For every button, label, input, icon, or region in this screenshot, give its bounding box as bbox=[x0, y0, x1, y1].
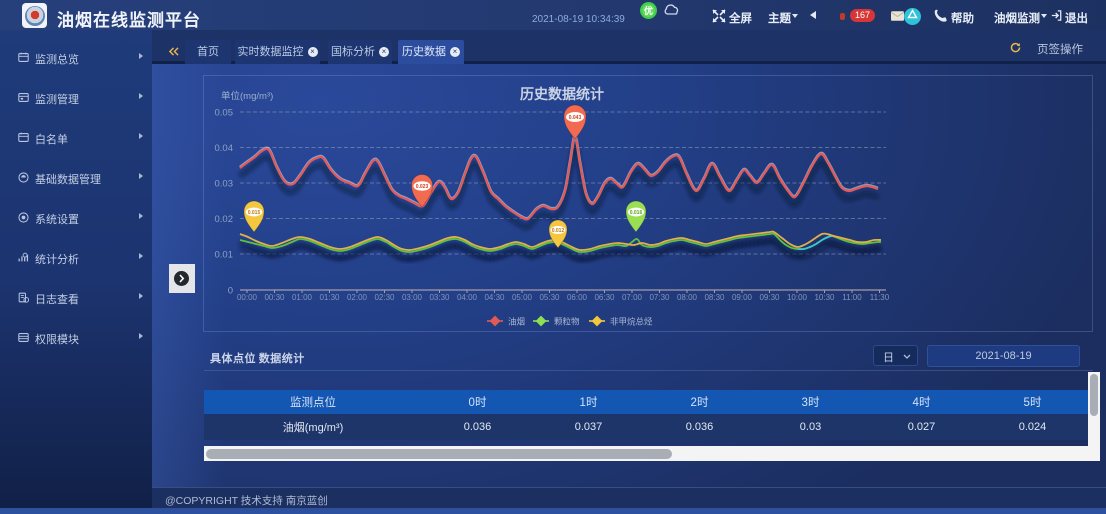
svg-text:00:30: 00:30 bbox=[264, 293, 285, 302]
svg-text:06:30: 06:30 bbox=[594, 293, 615, 302]
svg-text:历史数据统计: 历史数据统计 bbox=[520, 86, 604, 102]
svg-text:11:00: 11:00 bbox=[842, 293, 862, 302]
svg-text:06:00: 06:00 bbox=[567, 293, 588, 302]
svg-text:10:30: 10:30 bbox=[814, 293, 835, 302]
svg-text:10:00: 10:00 bbox=[787, 293, 808, 302]
svg-text:0.01: 0.01 bbox=[215, 250, 234, 261]
svg-text:02:00: 02:00 bbox=[347, 293, 368, 302]
svg-text:03:00: 03:00 bbox=[402, 293, 423, 302]
svg-text:0.04: 0.04 bbox=[215, 143, 234, 154]
svg-text:01:00: 01:00 bbox=[292, 293, 313, 302]
svg-text:0.015: 0.015 bbox=[248, 210, 261, 216]
svg-text:0.05: 0.05 bbox=[215, 108, 234, 119]
svg-text:非甲烷总烃: 非甲烷总烃 bbox=[610, 317, 653, 327]
svg-text:08:00: 08:00 bbox=[677, 293, 698, 302]
svg-text:0.016: 0.016 bbox=[630, 210, 643, 216]
svg-text:03:30: 03:30 bbox=[429, 293, 450, 302]
svg-text:02:30: 02:30 bbox=[374, 293, 395, 302]
svg-text:05:30: 05:30 bbox=[539, 293, 560, 302]
svg-text:05:00: 05:00 bbox=[512, 293, 533, 302]
svg-text:04:30: 04:30 bbox=[484, 293, 505, 302]
svg-text:0.023: 0.023 bbox=[416, 184, 429, 190]
svg-text:颗粒物: 颗粒物 bbox=[554, 317, 580, 327]
svg-text:0.043: 0.043 bbox=[569, 115, 582, 121]
svg-text:0.02: 0.02 bbox=[215, 214, 234, 225]
svg-text:01:30: 01:30 bbox=[319, 293, 340, 302]
svg-text:07:30: 07:30 bbox=[649, 293, 670, 302]
svg-text:0.012: 0.012 bbox=[552, 228, 565, 234]
svg-text:单位(mg/m³): 单位(mg/m³) bbox=[221, 90, 273, 102]
svg-text:09:00: 09:00 bbox=[732, 293, 753, 302]
svg-text:11:30: 11:30 bbox=[870, 293, 890, 302]
svg-text:0: 0 bbox=[228, 286, 233, 297]
svg-text:04:00: 04:00 bbox=[457, 293, 478, 302]
svg-text:07:00: 07:00 bbox=[622, 293, 643, 302]
svg-text:08:30: 08:30 bbox=[704, 293, 725, 302]
svg-text:09:30: 09:30 bbox=[759, 293, 780, 302]
svg-text:油烟: 油烟 bbox=[508, 317, 525, 327]
svg-text:00:00: 00:00 bbox=[237, 293, 258, 302]
svg-text:优: 优 bbox=[644, 5, 653, 16]
svg-text:0.03: 0.03 bbox=[215, 179, 234, 190]
